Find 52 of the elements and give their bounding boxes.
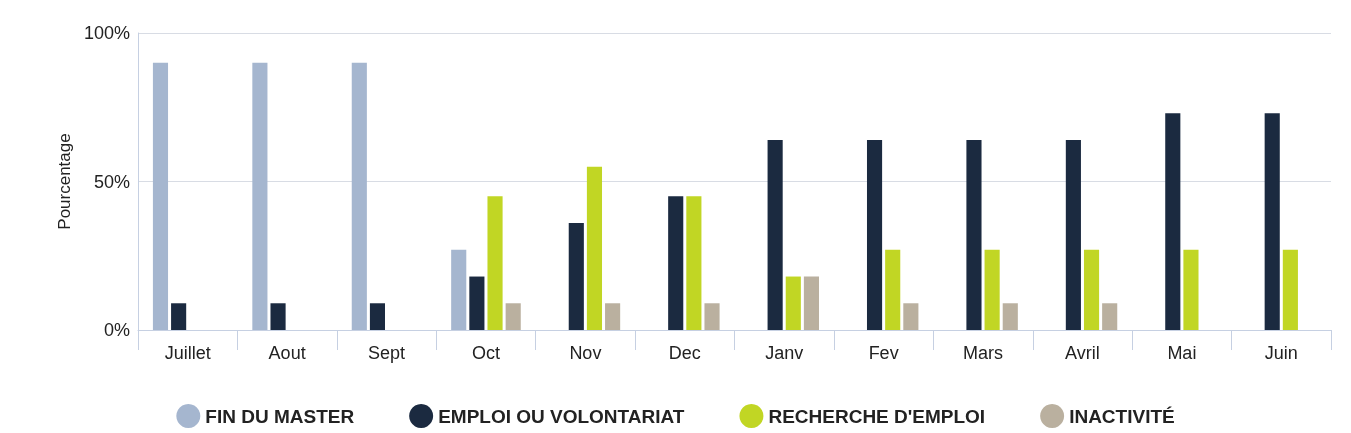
- bar: [568, 223, 584, 330]
- bar: [586, 166, 603, 330]
- y-axis-title: Pourcentage: [55, 133, 75, 230]
- bar: [252, 62, 268, 330]
- bar: [1183, 249, 1199, 330]
- legend-label: EMPLOI OU VOLONTARIAT: [438, 405, 685, 427]
- bar: [605, 303, 621, 330]
- bar: [505, 303, 521, 330]
- x-tick-label: Janv: [765, 343, 804, 363]
- bar: [885, 249, 901, 330]
- x-tick-label: Mai: [1167, 343, 1197, 363]
- bar: [1165, 113, 1181, 330]
- x-tick-label: Juin: [1264, 343, 1298, 363]
- bar: [903, 303, 919, 330]
- bar: [686, 196, 702, 330]
- bar: [1083, 249, 1100, 330]
- x-tick-label: Mars: [963, 343, 1004, 363]
- x-tick-label: Dec: [668, 343, 701, 363]
- bar: [171, 303, 187, 330]
- bar: [704, 303, 720, 330]
- bar: [668, 196, 684, 330]
- legend-label: FIN DU MASTER: [205, 405, 355, 427]
- bar: [1065, 139, 1081, 330]
- bar: [469, 276, 485, 330]
- x-tick-label: Oct: [471, 343, 500, 363]
- x-tick-label: Avril: [1065, 343, 1100, 363]
- bar: [351, 62, 367, 330]
- legend-label: INACTIVITÉ: [1069, 405, 1175, 427]
- bar: [1264, 113, 1280, 330]
- bar: [152, 62, 169, 330]
- y-tick-label: 50%: [93, 171, 130, 192]
- bar: [984, 249, 1000, 330]
- y-tick-label: 100%: [83, 23, 130, 43]
- bar: [270, 303, 286, 330]
- x-tick-label: Aout: [268, 343, 306, 363]
- x-tick-label: Juillet: [164, 343, 211, 363]
- x-tick-label: Nov: [569, 343, 602, 363]
- bar: [785, 276, 801, 330]
- bar: [767, 139, 783, 330]
- bar: [803, 276, 819, 330]
- bar: [451, 249, 467, 330]
- bar: [369, 303, 386, 330]
- bar: [487, 196, 503, 330]
- bar: [866, 139, 883, 330]
- bar: [1282, 249, 1298, 330]
- bar: [966, 139, 982, 330]
- x-tick-label: Sept: [368, 343, 406, 363]
- bar: [1002, 303, 1018, 330]
- y-tick-label: 0%: [103, 320, 130, 340]
- x-tick-label: Fev: [868, 343, 899, 363]
- bar: [1102, 303, 1118, 330]
- legend-label: RECHERCHE D'EMPLOI: [768, 405, 986, 427]
